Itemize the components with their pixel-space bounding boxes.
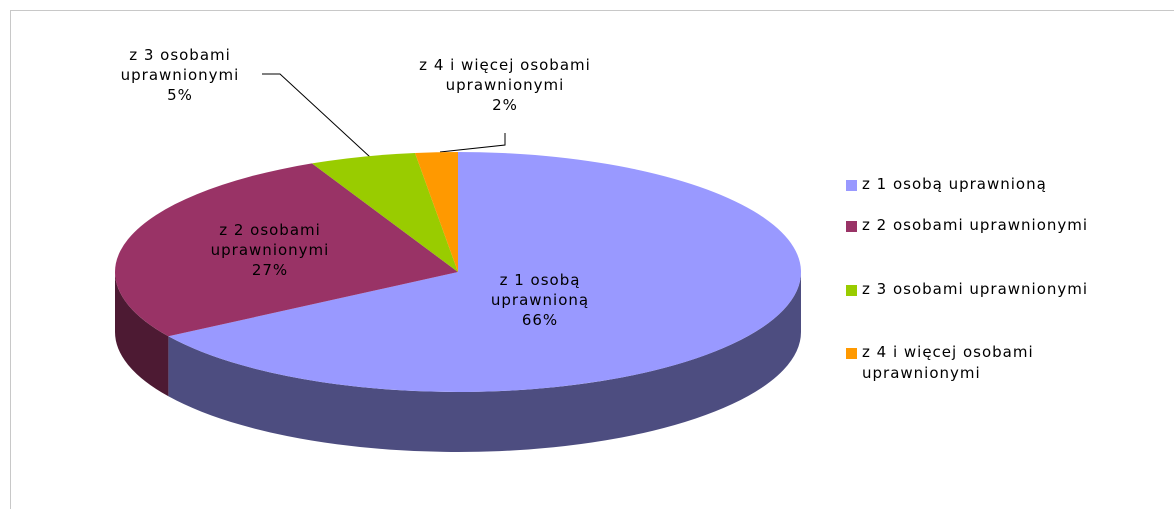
data-label-value: 5%	[167, 86, 193, 104]
legend-label: z 2 osobami uprawnionymi	[862, 216, 1089, 234]
legend-swatch	[846, 221, 857, 232]
legend-entry: z 4 i więcej osobami uprawnionymi	[862, 342, 1152, 384]
legend-entry: z 2 osobami uprawnionymi	[862, 215, 1152, 236]
data-label-value: 66%	[521, 311, 559, 329]
data-label-value: 27%	[251, 261, 289, 279]
legend-label: z 3 osobami uprawnionymi	[862, 280, 1089, 298]
data-label-value: 2%	[492, 96, 518, 114]
slice	[168, 152, 802, 393]
legend-label: z 1 osobą uprawnioną	[862, 175, 1047, 193]
slice	[311, 152, 458, 272]
legend-entry: z 3 osobami uprawnionymi	[862, 279, 1152, 300]
leader-line	[262, 73, 371, 158]
data-label: z 3 osobami uprawnionymi 5%	[95, 45, 265, 105]
slice-side	[168, 272, 802, 453]
data-label-category: z 3 osobami uprawnionymi	[120, 46, 240, 84]
leader-line	[439, 133, 506, 153]
data-label-category: z 1 osobą uprawnioną	[490, 271, 590, 309]
data-label: z 2 osobami uprawnionymi 27%	[180, 220, 360, 280]
legend-swatch	[846, 285, 857, 296]
chart-frame	[10, 10, 1174, 509]
data-label: z 4 i więcej osobami uprawnionymi 2%	[385, 55, 625, 115]
data-label-category: z 4 i więcej osobami uprawnionymi	[419, 56, 591, 94]
legend-label: z 4 i więcej osobami uprawnionymi	[862, 343, 1034, 382]
data-label: z 1 osobą uprawnioną 66%	[465, 270, 615, 330]
legend-swatch	[846, 180, 857, 191]
legend-entry: z 1 osobą uprawnioną	[862, 174, 1152, 195]
slice-side	[115, 272, 169, 397]
slice	[115, 163, 459, 337]
data-label-category: z 2 osobami uprawnionymi	[210, 221, 330, 259]
slice	[415, 152, 458, 272]
legend-swatch	[846, 348, 857, 359]
